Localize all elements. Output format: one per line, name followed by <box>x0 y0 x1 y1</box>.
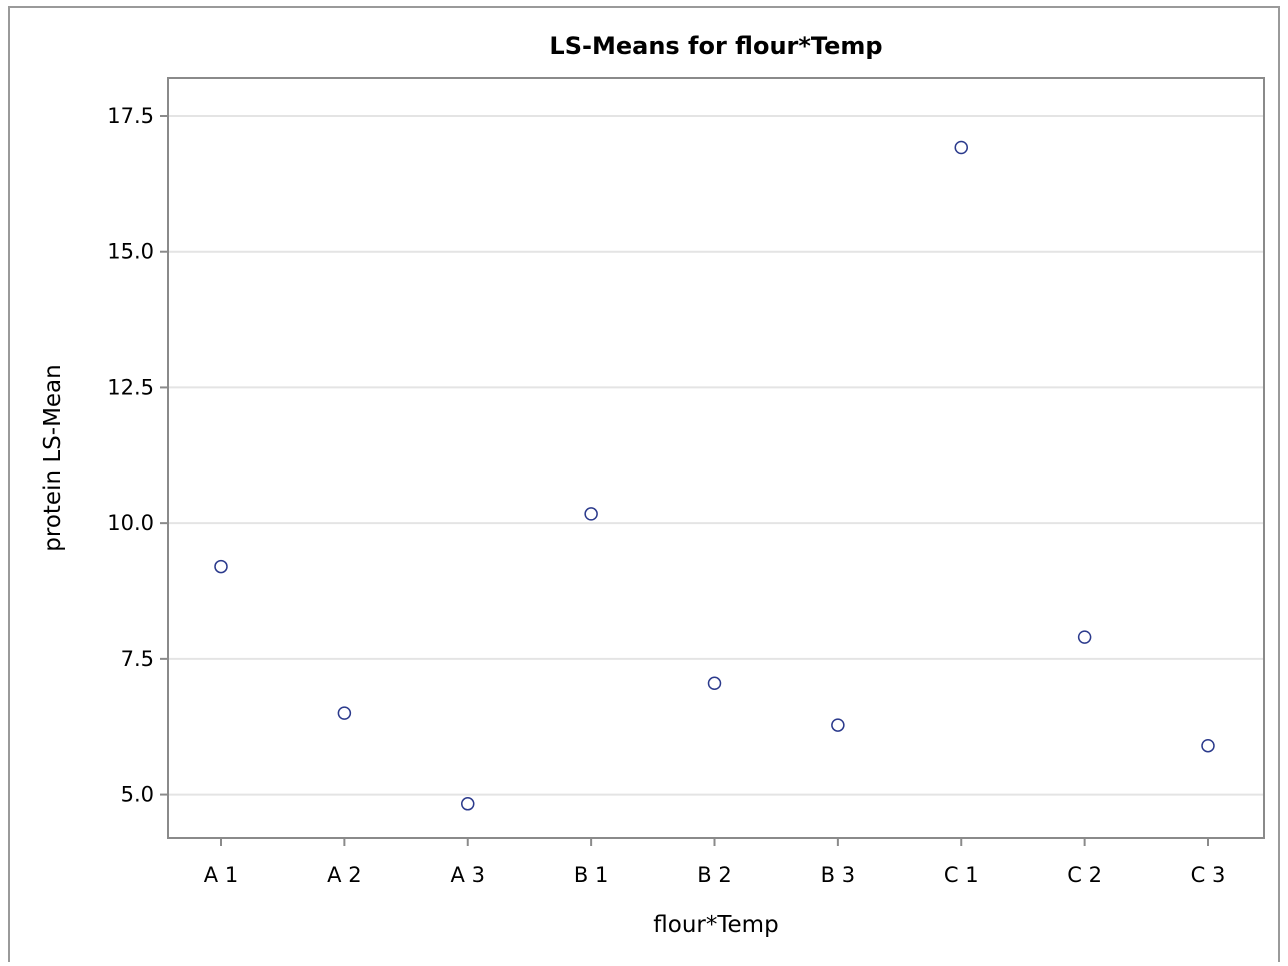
x-tick-label: C 2 <box>1067 863 1102 887</box>
data-point <box>954 140 968 155</box>
x-tick-label: A 1 <box>204 863 238 887</box>
data-point <box>337 706 352 720</box>
data-point <box>831 718 845 732</box>
data-point <box>584 507 598 521</box>
x-tick-label: A 3 <box>451 863 485 887</box>
data-point <box>214 559 228 574</box>
y-tick-label: 12.5 <box>107 375 154 399</box>
y-tick-label: 5.0 <box>121 783 154 807</box>
plot-area-frame <box>167 77 1265 839</box>
chart-border <box>8 6 1280 966</box>
data-point <box>707 676 722 691</box>
y-tick-label: 17.5 <box>107 104 154 128</box>
y-tick-label: 15.0 <box>107 240 154 264</box>
x-tick-label: B 1 <box>574 863 608 887</box>
x-axis-ticks: A 1 A 2 A 3 B 1 B 2 B 3 C 1 C 2 C 3 <box>204 838 1226 887</box>
data-points <box>214 140 1215 811</box>
x-tick-label: B 3 <box>821 863 855 887</box>
gridlines <box>168 115 1264 796</box>
y-tick-label: 10.0 <box>107 511 154 535</box>
data-point <box>1077 630 1092 644</box>
y-tick-label: 7.5 <box>121 647 154 671</box>
x-axis-label: flour*Temp <box>653 912 778 938</box>
y-axis-label: protein LS-Mean <box>40 364 66 551</box>
y-axis-ticks: 5.0 7.5 10.0 12.5 15.0 17.5 <box>107 104 168 807</box>
x-tick-label: B 2 <box>697 863 731 887</box>
x-tick-label: C 3 <box>1191 863 1226 887</box>
data-point <box>1201 738 1215 753</box>
x-tick-label: C 1 <box>944 863 979 887</box>
data-point <box>461 797 475 811</box>
chart-title: LS-Means for flour*Temp <box>549 32 882 60</box>
x-tick-label: A 2 <box>327 863 361 887</box>
